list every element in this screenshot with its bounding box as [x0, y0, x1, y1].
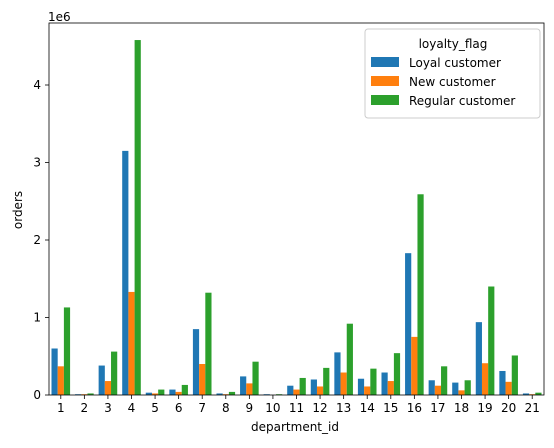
x-tick-label-18: 18	[454, 401, 469, 415]
bar-loyal-customer-dept-16	[405, 253, 412, 395]
bar-new-customer-dept-5	[151, 393, 159, 395]
bar-regular-customer-dept-19	[488, 286, 495, 395]
x-tick-label-1: 1	[57, 401, 65, 415]
legend-swatch-regular-customer	[371, 95, 399, 105]
bar-loyal-customer-dept-1	[51, 348, 58, 395]
x-tick-label-19: 19	[477, 401, 492, 415]
bar-new-customer-dept-1	[57, 366, 64, 395]
bar-loyal-customer-dept-7	[192, 329, 200, 396]
x-tick-label-14: 14	[360, 401, 375, 415]
bar-new-customer-dept-3	[104, 381, 112, 395]
bar-regular-customer-dept-13	[346, 323, 353, 395]
bar-loyal-customer-dept-13	[334, 352, 341, 396]
bar-loyal-customer-dept-8	[216, 393, 223, 395]
y-axis-multiplier-label: 1e6	[48, 10, 71, 24]
bar-new-customer-dept-4	[128, 291, 135, 395]
bar-new-customer-dept-17	[434, 385, 442, 395]
legend-swatch-new-customer	[371, 76, 399, 86]
bar-loyal-customer-dept-19	[475, 322, 482, 395]
x-tick-label-12: 12	[312, 401, 327, 415]
y-tick-label-2: 2	[33, 233, 41, 247]
x-tick-label-16: 16	[407, 401, 422, 415]
bar-loyal-customer-dept-15	[381, 372, 388, 395]
x-tick-label-8: 8	[222, 401, 230, 415]
bar-new-customer-dept-14	[364, 386, 371, 395]
x-tick-label-13: 13	[336, 401, 351, 415]
bar-new-customer-dept-20	[505, 381, 512, 395]
x-axis-label: department_id	[251, 420, 339, 434]
bar-regular-customer-dept-21	[535, 392, 542, 395]
bar-new-customer-dept-9	[246, 383, 253, 396]
bar-new-customer-dept-19	[481, 363, 489, 395]
x-tick-label-9: 9	[246, 401, 254, 415]
bar-regular-customer-dept-3	[111, 351, 118, 395]
y-tick-label-3: 3	[33, 156, 41, 170]
y-axis-label: orders	[11, 191, 25, 229]
bar-regular-customer-dept-16	[417, 194, 424, 395]
y-tick-label-1: 1	[33, 311, 41, 325]
bar-loyal-customer-dept-9	[240, 376, 247, 395]
x-tick-label-17: 17	[430, 401, 445, 415]
y-tick-label-4: 4	[33, 78, 41, 92]
x-tick-label-6: 6	[175, 401, 183, 415]
bar-regular-customer-dept-6	[181, 384, 188, 395]
bar-loyal-customer-dept-20	[499, 370, 506, 395]
bar-loyal-customer-dept-6	[169, 389, 176, 395]
bar-new-customer-dept-15	[387, 381, 394, 395]
bar-regular-customer-dept-18	[464, 380, 471, 395]
bar-regular-customer-dept-15	[393, 353, 401, 395]
bar-loyal-customer-dept-3	[98, 365, 105, 395]
bars-layer	[51, 40, 542, 396]
bar-regular-customer-dept-9	[252, 361, 259, 395]
bar-loyal-customer-dept-12	[310, 379, 317, 395]
bar-new-customer-dept-18	[458, 390, 465, 395]
bar-loyal-customer-dept-5	[145, 392, 152, 395]
legend-box	[364, 28, 541, 119]
bar-new-customer-dept-12	[316, 386, 324, 395]
legend-title: loyalty_flag	[419, 37, 488, 51]
bar-regular-customer-dept-14	[370, 368, 377, 395]
x-tick-label-10: 10	[265, 401, 280, 415]
x-tick-label-2: 2	[81, 401, 89, 415]
bar-regular-customer-dept-4	[134, 40, 141, 396]
bar-regular-customer-dept-11	[299, 377, 306, 395]
legend-label-loyal-customer: Loyal customer	[409, 56, 501, 70]
bar-regular-customer-dept-5	[158, 389, 165, 395]
bar-new-customer-dept-6	[175, 391, 182, 395]
x-tick-label-5: 5	[151, 401, 159, 415]
x-tick-label-4: 4	[128, 401, 136, 415]
x-tick-label-7: 7	[198, 401, 206, 415]
bar-regular-customer-dept-8	[228, 391, 236, 395]
x-tick-label-3: 3	[104, 401, 112, 415]
x-tick-label-20: 20	[501, 401, 516, 415]
legend-label-new-customer: New customer	[409, 75, 496, 89]
bar-loyal-customer-dept-18	[452, 382, 459, 395]
legend-label-regular-customer: Regular customer	[409, 94, 515, 108]
y-tick-label-0: 0	[33, 388, 41, 402]
bar-new-customer-dept-16	[411, 336, 418, 396]
bar-regular-customer-dept-1	[63, 307, 71, 395]
bar-regular-customer-dept-17	[441, 366, 448, 395]
bar-loyal-customer-dept-11	[287, 385, 294, 395]
bar-regular-customer-dept-20	[511, 355, 518, 395]
bar-regular-customer-dept-7	[205, 292, 212, 395]
bar-loyal-customer-dept-17	[428, 380, 435, 395]
bar-new-customer-dept-11	[293, 389, 300, 395]
x-tick-label-15: 15	[383, 401, 398, 415]
bar-new-customer-dept-7	[199, 364, 206, 395]
bar-regular-customer-dept-12	[323, 367, 330, 396]
x-tick-label-21: 21	[525, 401, 540, 415]
legend: loyalty_flag Loyal customer New customer R…	[364, 28, 541, 119]
bar-loyal-customer-dept-4	[122, 150, 129, 396]
bar-new-customer-dept-13	[340, 372, 347, 395]
x-tick-label-11: 11	[289, 401, 304, 415]
bar-loyal-customer-dept-21	[522, 393, 530, 395]
bar-regular-customer-dept-2	[87, 393, 94, 395]
bar-loyal-customer-dept-14	[357, 378, 365, 395]
legend-items: Loyal customer New customer Regular custom…	[371, 56, 515, 108]
legend-swatch-loyal-customer	[371, 57, 399, 67]
